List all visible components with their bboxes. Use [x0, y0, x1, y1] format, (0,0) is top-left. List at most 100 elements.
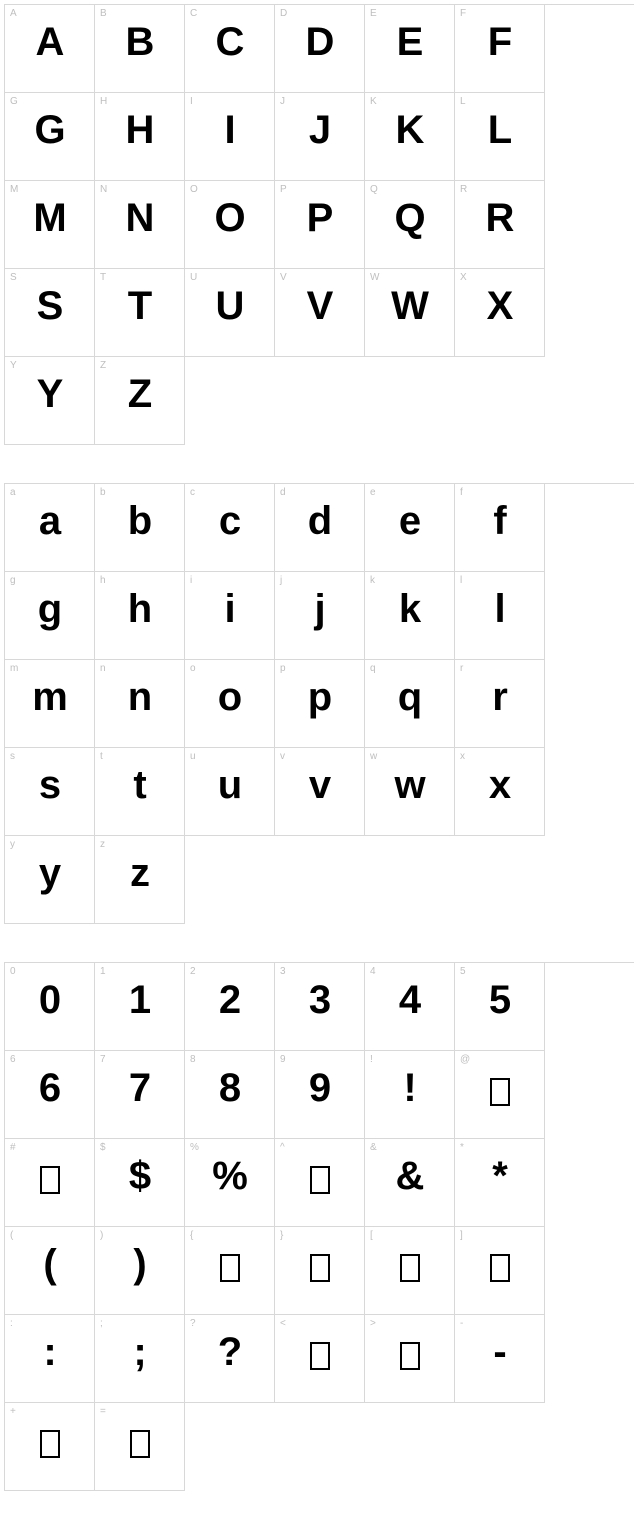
- missing-glyph-icon: [220, 1254, 240, 1282]
- glyph-label: {: [190, 1230, 193, 1241]
- glyph-label: l: [460, 575, 462, 586]
- glyph-display: !: [365, 1068, 454, 1108]
- glyph-cell: pp: [275, 660, 365, 748]
- glyph-label: U: [190, 272, 197, 283]
- glyph-cell: ff: [455, 484, 545, 572]
- glyph-cell: !!: [365, 1051, 455, 1139]
- glyph-cell: FF: [455, 5, 545, 93]
- section-numbers-symbols: 00112233445566778899!!@#$$%%^&&**(()){}[…: [4, 962, 636, 1491]
- glyph-label: u: [190, 751, 196, 762]
- missing-glyph-icon: [40, 1430, 60, 1458]
- glyph-cell: ??: [185, 1315, 275, 1403]
- glyph-label: A: [10, 8, 17, 19]
- glyph-label: #: [10, 1142, 16, 1153]
- glyph-display: h: [95, 589, 184, 629]
- glyph-display: 6: [5, 1068, 94, 1108]
- glyph-display: %: [185, 1156, 274, 1196]
- glyph-cell: KK: [365, 93, 455, 181]
- glyph-cell: kk: [365, 572, 455, 660]
- glyph-display: W: [365, 286, 454, 326]
- glyph-display: o: [185, 677, 274, 717]
- glyph-label: 7: [100, 1054, 106, 1065]
- glyph-label: a: [10, 487, 16, 498]
- glyph-display: *: [455, 1156, 544, 1196]
- glyph-cell: WW: [365, 269, 455, 357]
- glyph-cell: EE: [365, 5, 455, 93]
- glyph-display: s: [5, 765, 94, 805]
- glyph-label: L: [460, 96, 466, 107]
- glyph-label: <: [280, 1318, 286, 1329]
- glyph-display: 7: [95, 1068, 184, 1108]
- glyph-cell: oo: [185, 660, 275, 748]
- glyph-cell: 77: [95, 1051, 185, 1139]
- section-uppercase: AABBCCDDEEFFGGHHIIJJKKLLMMNNOOPPQQRRSSTT…: [4, 4, 636, 445]
- missing-glyph-icon: [400, 1342, 420, 1370]
- glyph-display: q: [365, 677, 454, 717]
- glyph-label: J: [280, 96, 285, 107]
- glyph-display: [95, 1420, 184, 1460]
- section-lowercase: aabbccddeeffgghhiijjkkllmmnnooppqqrrsstt…: [4, 483, 636, 924]
- glyph-display: b: [95, 501, 184, 541]
- glyph-display: [455, 1068, 544, 1108]
- glyph-label: Q: [370, 184, 378, 195]
- glyph-cell: rr: [455, 660, 545, 748]
- glyph-display: [365, 1244, 454, 1284]
- glyph-label: V: [280, 272, 287, 283]
- glyph-label: n: [100, 663, 106, 674]
- glyph-display: p: [275, 677, 364, 717]
- glyph-label: d: [280, 487, 286, 498]
- glyph-display: d: [275, 501, 364, 541]
- glyph-cell: dd: [275, 484, 365, 572]
- glyph-display: y: [5, 853, 94, 893]
- glyph-display: 9: [275, 1068, 364, 1108]
- glyph-display: O: [185, 198, 274, 238]
- glyph-label: E: [370, 8, 377, 19]
- glyph-cell: cc: [185, 484, 275, 572]
- glyph-display: D: [275, 22, 364, 62]
- glyph-cell: =: [95, 1403, 185, 1491]
- glyph-cell: SS: [5, 269, 95, 357]
- glyph-display: [185, 1244, 274, 1284]
- glyph-cell: tt: [95, 748, 185, 836]
- glyph-display: [5, 1420, 94, 1460]
- glyph-display: w: [365, 765, 454, 805]
- glyph-cell: {: [185, 1227, 275, 1315]
- glyph-display: [365, 1332, 454, 1372]
- glyph-label: 5: [460, 966, 466, 977]
- glyph-cell: >: [365, 1315, 455, 1403]
- glyph-label: 8: [190, 1054, 196, 1065]
- glyph-cell: ee: [365, 484, 455, 572]
- glyph-label: 2: [190, 966, 196, 977]
- glyph-cell: xx: [455, 748, 545, 836]
- glyph-cell: }: [275, 1227, 365, 1315]
- glyph-display: 4: [365, 980, 454, 1020]
- glyph-cell: --: [455, 1315, 545, 1403]
- glyph-display: Z: [95, 374, 184, 414]
- glyph-label: M: [10, 184, 18, 195]
- glyph-label: ?: [190, 1318, 196, 1329]
- glyph-label: F: [460, 8, 466, 19]
- glyph-cell: #: [5, 1139, 95, 1227]
- glyph-display: g: [5, 589, 94, 629]
- glyph-display: L: [455, 110, 544, 150]
- glyph-cell: $$: [95, 1139, 185, 1227]
- glyph-display: c: [185, 501, 274, 541]
- glyph-label: (: [10, 1230, 13, 1241]
- glyph-label: Z: [100, 360, 106, 371]
- glyph-cell: yy: [5, 836, 95, 924]
- glyph-cell: 33: [275, 963, 365, 1051]
- glyph-cell: aa: [5, 484, 95, 572]
- glyph-display: [455, 1244, 544, 1284]
- glyph-cell: bb: [95, 484, 185, 572]
- glyph-cell: AA: [5, 5, 95, 93]
- glyph-display: u: [185, 765, 274, 805]
- glyph-label: X: [460, 272, 467, 283]
- glyph-display: 8: [185, 1068, 274, 1108]
- glyph-label: ]: [460, 1230, 463, 1241]
- glyph-display: R: [455, 198, 544, 238]
- glyph-cell: CC: [185, 5, 275, 93]
- glyph-display: Y: [5, 374, 94, 414]
- glyph-label: ;: [100, 1318, 103, 1329]
- glyph-display: n: [95, 677, 184, 717]
- glyph-cell: UU: [185, 269, 275, 357]
